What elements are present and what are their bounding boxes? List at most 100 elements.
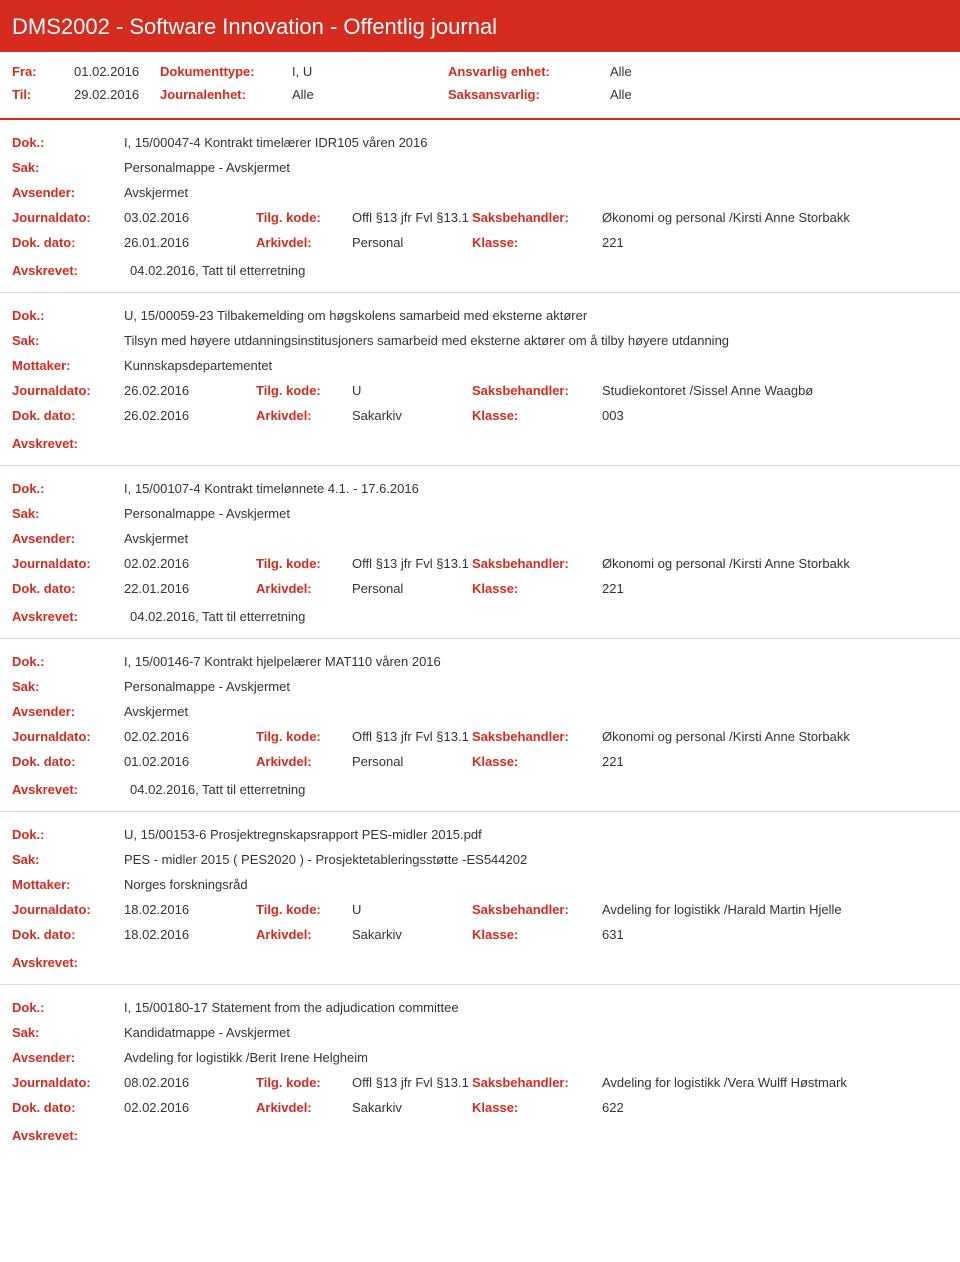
- dokdato-label: Dok. dato:: [12, 235, 124, 250]
- dokdato-value: 26.01.2016: [124, 235, 256, 250]
- dokdato-label: Dok. dato:: [12, 408, 124, 423]
- tilgkode-label: Tilg. kode:: [256, 902, 352, 917]
- tilgkode-value: U: [352, 902, 472, 917]
- saksbehandler-value: Avdeling for logistikk /Harald Martin Hj…: [602, 902, 948, 917]
- saksbehandler-label: Saksbehandler:: [472, 729, 602, 744]
- saksbehandler-value: Avdeling for logistikk /Vera Wulff Høstm…: [602, 1075, 948, 1090]
- dok-label: Dok.:: [12, 481, 124, 496]
- klasse-label: Klasse:: [472, 581, 602, 596]
- journal-entry: Dok.:I, 15/00047-4 Kontrakt timelærer ID…: [0, 120, 960, 293]
- saksbehandler-label: Saksbehandler:: [472, 210, 602, 225]
- klasse-label: Klasse:: [472, 235, 602, 250]
- party-value: Avdeling for logistikk /Berit Irene Helg…: [124, 1050, 948, 1065]
- journaldato-value: 03.02.2016: [124, 210, 256, 225]
- arkivdel-value: Sakarkiv: [352, 1100, 472, 1115]
- avskrevet-label: Avskrevet:: [12, 263, 124, 278]
- dok-label: Dok.:: [12, 135, 124, 150]
- dok-value: I, 15/00180-17 Statement from the adjudi…: [124, 1000, 948, 1015]
- sak-label: Sak:: [12, 1025, 124, 1040]
- page-title: DMS2002 - Software Innovation - Offentli…: [0, 0, 960, 52]
- arkivdel-label: Arkivdel:: [256, 408, 352, 423]
- tilgkode-value: Offl §13 jfr Fvl §13.1: [352, 210, 472, 225]
- meta-saksansvarlig-label: Saksansvarlig:: [448, 87, 610, 102]
- tilgkode-value: U: [352, 383, 472, 398]
- meta-doktype: I, U: [292, 64, 448, 79]
- journaldato-label: Journaldato:: [12, 210, 124, 225]
- klasse-value: 221: [602, 754, 948, 769]
- sak-value: Personalmappe - Avskjermet: [124, 679, 948, 694]
- journaldato-label: Journaldato:: [12, 1075, 124, 1090]
- arkivdel-value: Sakarkiv: [352, 408, 472, 423]
- sak-label: Sak:: [12, 506, 124, 521]
- dokdato-value: 01.02.2016: [124, 754, 256, 769]
- klasse-label: Klasse:: [472, 754, 602, 769]
- klasse-value: 221: [602, 235, 948, 250]
- party-label: Avsender:: [12, 1050, 124, 1065]
- party-value: Norges forskningsråd: [124, 877, 948, 892]
- dok-label: Dok.:: [12, 308, 124, 323]
- party-value: Avskjermet: [124, 531, 948, 546]
- tilgkode-value: Offl §13 jfr Fvl §13.1: [352, 1075, 472, 1090]
- arkivdel-value: Personal: [352, 754, 472, 769]
- journaldato-label: Journaldato:: [12, 383, 124, 398]
- avskrevet-value: 04.02.2016, Tatt til etterretning: [124, 263, 305, 278]
- sak-value: Personalmappe - Avskjermet: [124, 160, 948, 175]
- klasse-label: Klasse:: [472, 1100, 602, 1115]
- journaldato-label: Journaldato:: [12, 556, 124, 571]
- sak-value: Tilsyn med høyere utdanningsinstitusjone…: [124, 333, 948, 348]
- party-label: Mottaker:: [12, 358, 124, 373]
- saksbehandler-label: Saksbehandler:: [472, 902, 602, 917]
- saksbehandler-value: Økonomi og personal /Kirsti Anne Storbak…: [602, 729, 948, 744]
- arkivdel-value: Personal: [352, 235, 472, 250]
- arkivdel-label: Arkivdel:: [256, 1100, 352, 1115]
- journal-entry: Dok.:I, 15/00146-7 Kontrakt hjelpelærer …: [0, 639, 960, 812]
- klasse-value: 622: [602, 1100, 948, 1115]
- avskrevet-label: Avskrevet:: [12, 782, 124, 797]
- dokdato-value: 22.01.2016: [124, 581, 256, 596]
- meta-ansvarlig-label: Ansvarlig enhet:: [448, 64, 610, 79]
- sak-label: Sak:: [12, 679, 124, 694]
- klasse-label: Klasse:: [472, 927, 602, 942]
- party-value: Avskjermet: [124, 185, 948, 200]
- saksbehandler-label: Saksbehandler:: [472, 1075, 602, 1090]
- journaldato-value: 02.02.2016: [124, 556, 256, 571]
- meta-ansvarlig: Alle: [610, 64, 632, 79]
- party-label: Avsender:: [12, 185, 124, 200]
- dok-value: U, 15/00153-6 Prosjektregnskapsrapport P…: [124, 827, 948, 842]
- klasse-value: 631: [602, 927, 948, 942]
- dok-value: I, 15/00107-4 Kontrakt timelønnete 4.1. …: [124, 481, 948, 496]
- dokdato-label: Dok. dato:: [12, 581, 124, 596]
- party-label: Mottaker:: [12, 877, 124, 892]
- journaldato-value: 18.02.2016: [124, 902, 256, 917]
- dokdato-value: 26.02.2016: [124, 408, 256, 423]
- journaldato-value: 08.02.2016: [124, 1075, 256, 1090]
- meta-block: Fra: 01.02.2016 Dokumenttype: I, U Ansva…: [0, 52, 960, 120]
- dok-value: I, 15/00146-7 Kontrakt hjelpelærer MAT11…: [124, 654, 948, 669]
- tilgkode-label: Tilg. kode:: [256, 1075, 352, 1090]
- dok-value: I, 15/00047-4 Kontrakt timelærer IDR105 …: [124, 135, 948, 150]
- journal-entry: Dok.:U, 15/00153-6 Prosjektregnskapsrapp…: [0, 812, 960, 985]
- saksbehandler-value: Studiekontoret /Sissel Anne Waagbø: [602, 383, 948, 398]
- journal-entry: Dok.:I, 15/00180-17 Statement from the a…: [0, 985, 960, 1157]
- sak-label: Sak:: [12, 333, 124, 348]
- dokdato-label: Dok. dato:: [12, 927, 124, 942]
- avskrevet-label: Avskrevet:: [12, 955, 124, 970]
- meta-journalenhet-label: Journalenhet:: [160, 87, 292, 102]
- arkivdel-value: Personal: [352, 581, 472, 596]
- party-value: Avskjermet: [124, 704, 948, 719]
- dok-label: Dok.:: [12, 654, 124, 669]
- sak-value: Kandidatmappe - Avskjermet: [124, 1025, 948, 1040]
- party-label: Avsender:: [12, 704, 124, 719]
- sak-value: Personalmappe - Avskjermet: [124, 506, 948, 521]
- saksbehandler-value: Økonomi og personal /Kirsti Anne Storbak…: [602, 556, 948, 571]
- sak-label: Sak:: [12, 160, 124, 175]
- meta-til: 29.02.2016: [74, 87, 160, 102]
- party-label: Avsender:: [12, 531, 124, 546]
- klasse-label: Klasse:: [472, 408, 602, 423]
- tilgkode-label: Tilg. kode:: [256, 556, 352, 571]
- dokdato-value: 02.02.2016: [124, 1100, 256, 1115]
- journaldato-label: Journaldato:: [12, 902, 124, 917]
- avskrevet-label: Avskrevet:: [12, 436, 124, 451]
- dokdato-value: 18.02.2016: [124, 927, 256, 942]
- tilgkode-label: Tilg. kode:: [256, 729, 352, 744]
